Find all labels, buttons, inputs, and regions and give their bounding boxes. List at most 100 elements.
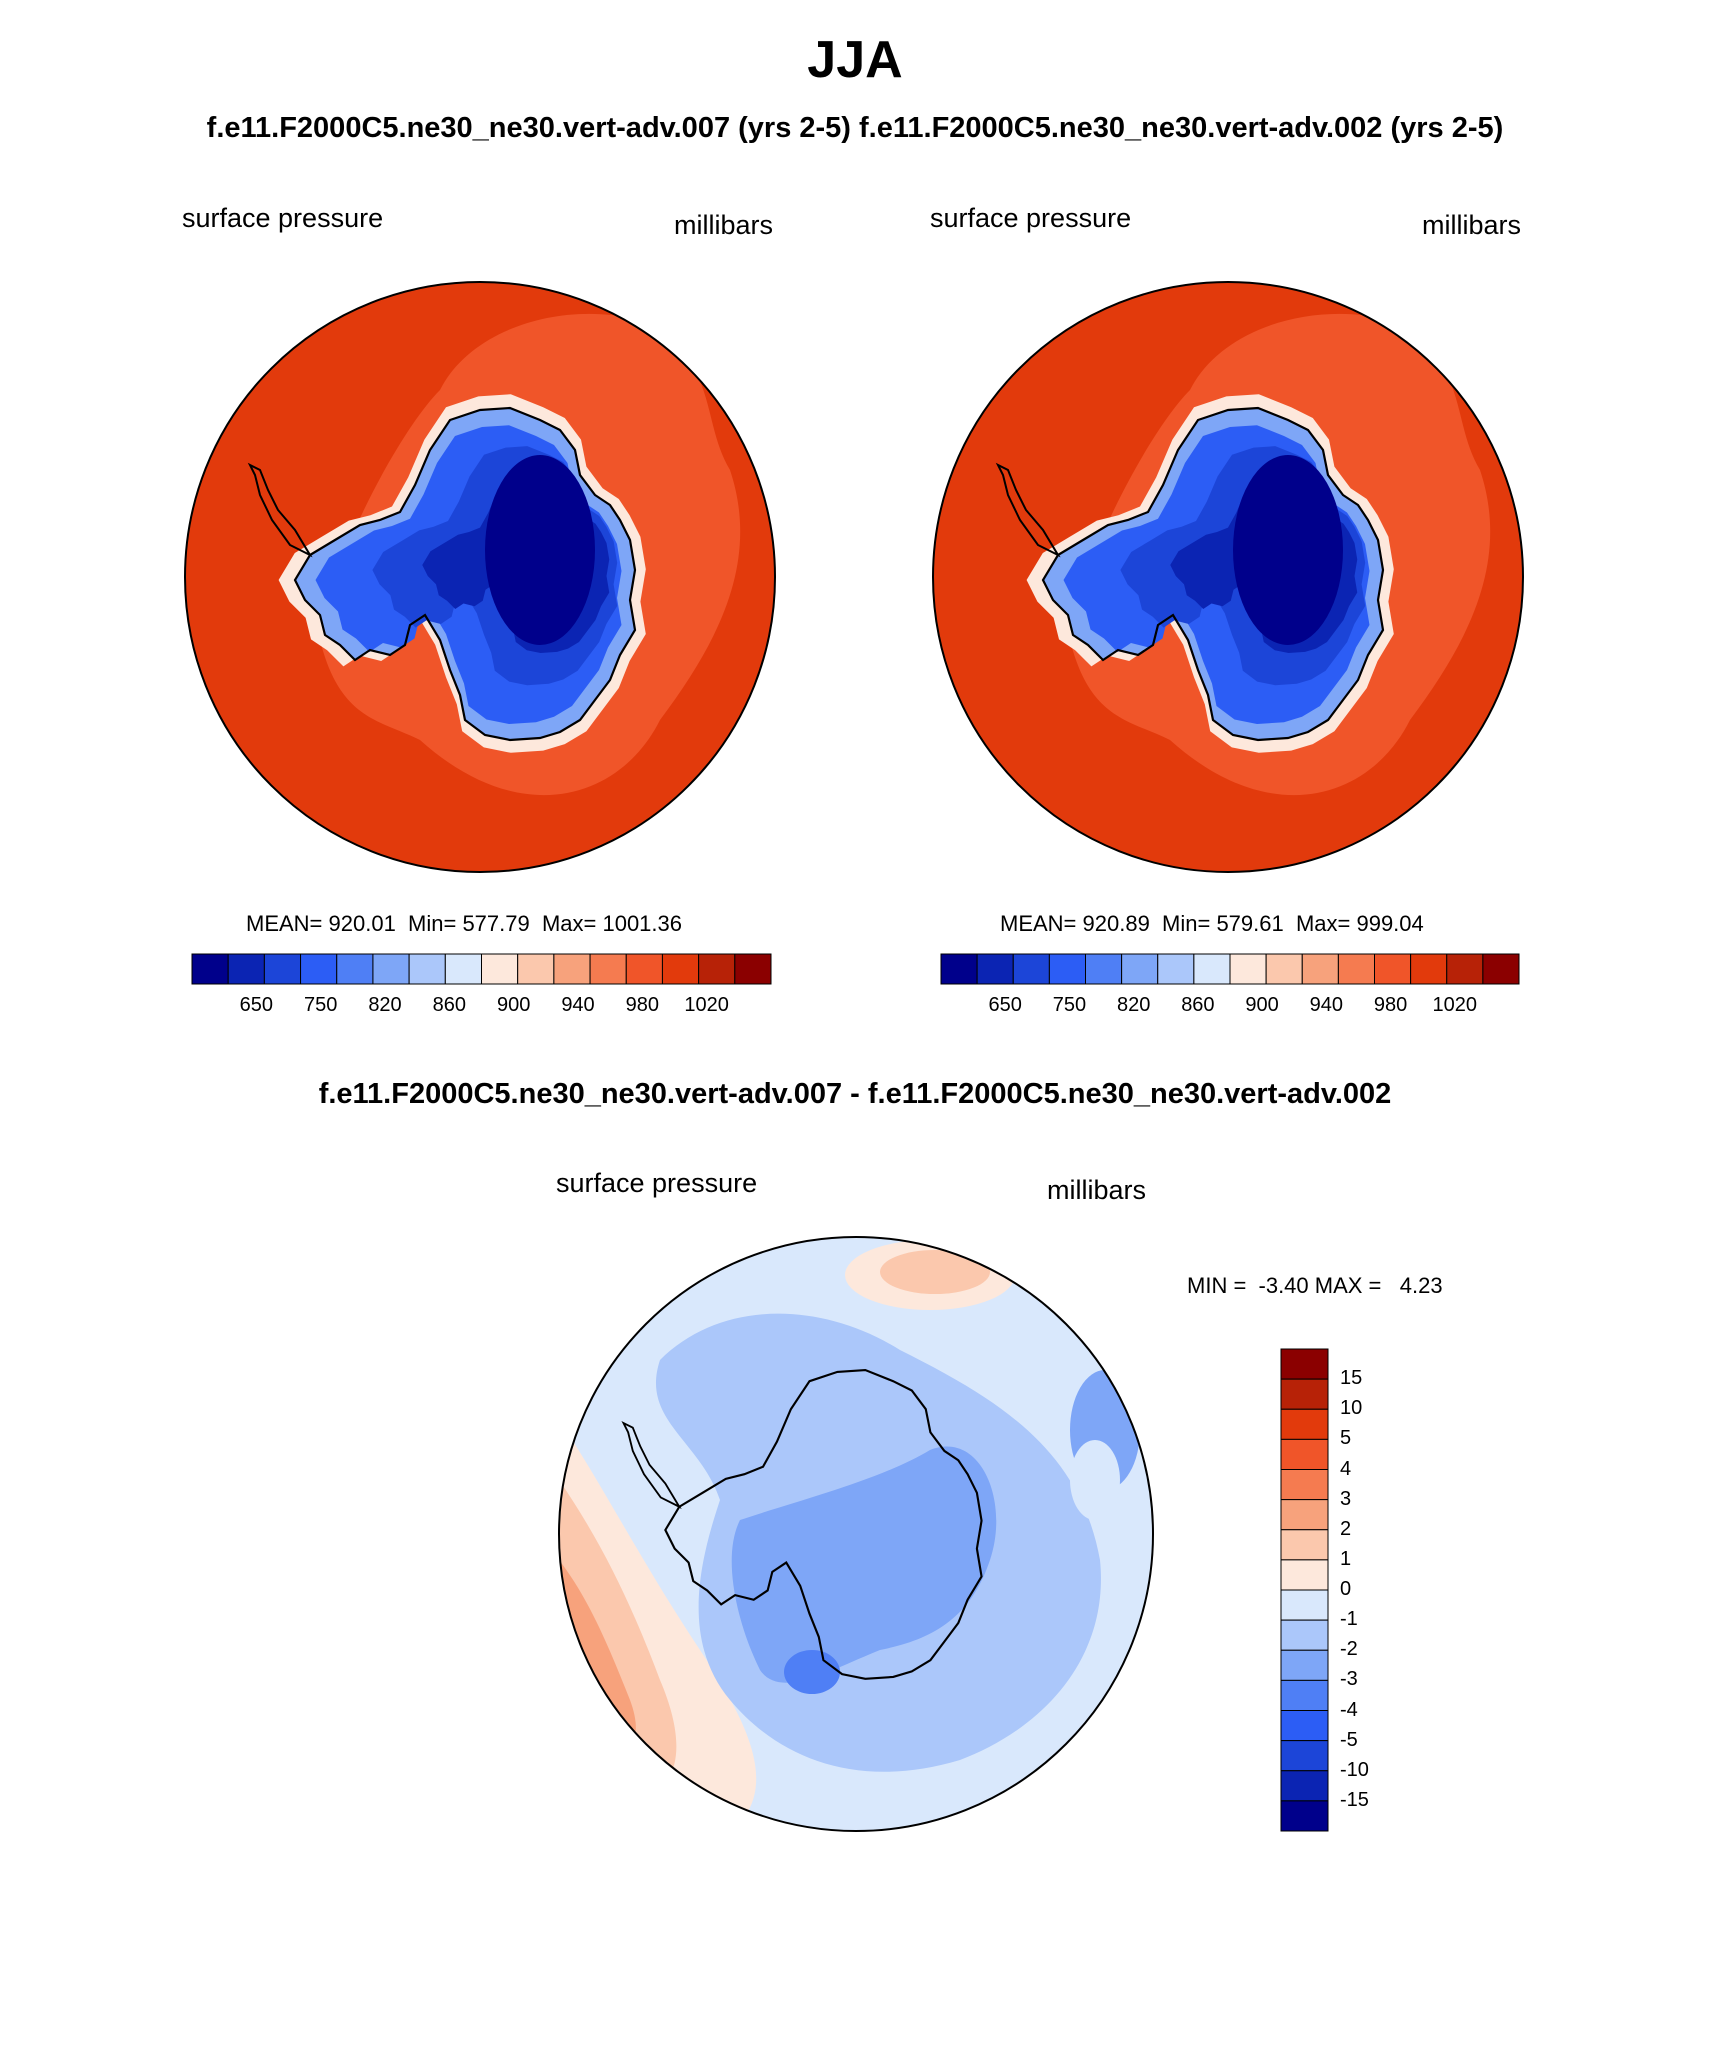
left-colorbar-tick-label: 860 <box>432 994 467 1016</box>
diff-colorbar-tick-label: 3 <box>1340 1487 1352 1510</box>
diff-colorbar-tick-label: -15 <box>1340 1788 1369 1811</box>
diff-colorbar-tick-label: -2 <box>1340 1638 1358 1661</box>
right-colorbar-box <box>1121 953 1159 985</box>
left-colorbar-tick-label: 650 <box>239 994 274 1016</box>
right-colorbar-box <box>1410 953 1448 985</box>
left-colorbar-tick-label: 980 <box>625 994 660 1016</box>
diff-colorbar-tick-label: 5 <box>1340 1427 1352 1450</box>
left-colorbar-box <box>661 953 700 985</box>
diff-colorbar-tick-label: 0 <box>1340 1578 1352 1600</box>
right-colorbar-tick-label: 860 <box>1181 994 1215 1016</box>
right-map <box>933 282 1523 872</box>
right-colorbar-box <box>1193 953 1231 985</box>
diff-colorbar-tick-label: -10 <box>1340 1758 1369 1781</box>
diff-colorbar-box <box>1280 1438 1329 1470</box>
diff-colorbar-box <box>1280 1710 1329 1742</box>
left-colorbar-box <box>734 953 772 985</box>
left-map-border <box>184 281 776 873</box>
left-colorbar-box <box>263 953 302 985</box>
left-colorbar <box>191 953 772 985</box>
right-colorbar-tick-label: 650 <box>988 994 1022 1016</box>
diff-colorbar-box <box>1280 1740 1329 1772</box>
left-colorbar-box <box>408 953 446 985</box>
left-colorbar-tick-label: 750 <box>303 994 338 1016</box>
diff-colorbar-box <box>1280 1770 1329 1802</box>
left-colorbar-box <box>589 953 627 985</box>
right-colorbar-box <box>1301 953 1339 985</box>
right-colorbar-box <box>940 953 978 985</box>
right-land-core <box>1233 455 1343 645</box>
right-colorbar <box>940 953 1520 985</box>
left-colorbar-tick-label: 1020 <box>684 994 729 1016</box>
left-map <box>185 282 775 872</box>
diff-colorbar-box <box>1280 1499 1329 1531</box>
right-colorbar-box <box>1374 953 1412 985</box>
diff-pos-north-core <box>880 1250 990 1294</box>
right-colorbar-tick-label: 1020 <box>1432 994 1478 1016</box>
left-colorbar-box <box>227 953 265 985</box>
diff-neg-core <box>784 1650 840 1694</box>
diff-neutral-east <box>1070 1440 1120 1520</box>
left-colorbar-box <box>336 953 374 985</box>
right-colorbar-box <box>1048 953 1086 985</box>
page-title: JJA <box>807 31 903 89</box>
diff-colorbar-tick-label: -1 <box>1340 1608 1358 1631</box>
right-colorbar-box <box>1085 953 1123 985</box>
case-subtitle: f.e11.F2000C5.ne30_ne30.vert-adv.007 (yr… <box>206 112 1504 144</box>
left-units-label: millibars <box>674 210 774 240</box>
right-colorbar-box <box>1482 953 1520 985</box>
diff-colorbar-box <box>1280 1348 1329 1380</box>
left-stats: MEAN= 920.01 Min= 577.79 Max= 1001.36 <box>246 911 683 936</box>
left-colorbar-box <box>625 953 663 985</box>
right-map-border <box>932 281 1524 873</box>
diff-variable-label: surface pressure <box>556 1168 758 1198</box>
diff-colorbar-box <box>1280 1589 1329 1621</box>
diff-colorbar-tick-label: 4 <box>1340 1457 1352 1480</box>
right-colorbar-box <box>1337 953 1375 985</box>
diff-colorbar-box <box>1280 1378 1329 1410</box>
right-colorbar-box <box>1157 953 1195 985</box>
diff-colorbar-tick-label: -3 <box>1340 1668 1358 1691</box>
diff-colorbar-box <box>1280 1529 1329 1561</box>
left-colorbar-box <box>444 953 482 985</box>
right-colorbar-box <box>1265 953 1303 985</box>
left-colorbar-box <box>300 953 338 985</box>
left-variable-label: surface pressure <box>182 203 384 233</box>
diff-colorbar <box>1280 1348 1329 1832</box>
left-colorbar-box <box>372 953 410 985</box>
right-colorbar-box <box>1012 953 1050 985</box>
right-colorbar-tick-label: 820 <box>1116 994 1151 1016</box>
right-colorbar-tick-label: 750 <box>1052 994 1087 1016</box>
diff-colorbar-box <box>1280 1800 1329 1832</box>
diff-colorbar-box <box>1280 1408 1329 1440</box>
diff-colorbar-tick-label: 15 <box>1340 1367 1363 1390</box>
right-colorbar-tick-label: 900 <box>1245 994 1279 1016</box>
left-colorbar-tick-label: 940 <box>561 994 595 1016</box>
left-colorbar-box <box>191 953 229 985</box>
left-colorbar-box <box>553 953 591 985</box>
diff-colorbar-tick-label: 10 <box>1340 1397 1363 1420</box>
diff-colorbar-box <box>1280 1649 1329 1681</box>
difference-title: f.e11.F2000C5.ne30_ne30.vert-adv.007 - f… <box>318 1078 1392 1110</box>
diff-colorbar-tick-label: 1 <box>1340 1547 1352 1570</box>
right-colorbar-box <box>1446 953 1484 985</box>
diff-colorbar-tick-label: -4 <box>1340 1698 1358 1721</box>
right-colorbar-tick-label: 940 <box>1309 994 1344 1016</box>
left-colorbar-tick-label: 820 <box>368 994 402 1016</box>
diff-stats: MIN = -3.40 MAX = 4.23 <box>1187 1273 1443 1298</box>
diff-colorbar-tick-label: 2 <box>1340 1517 1352 1540</box>
diff-neg-region-2 <box>731 1446 997 1683</box>
diff-map-border <box>558 1236 1154 1832</box>
right-colorbar-box <box>1229 953 1267 985</box>
right-stats: MEAN= 920.89 Min= 579.61 Max= 999.04 <box>1000 911 1424 936</box>
left-colorbar-box <box>517 953 555 985</box>
diff-colorbar-box <box>1280 1619 1329 1651</box>
diff-colorbar-tick-label: -5 <box>1340 1728 1358 1751</box>
diff-colorbar-box <box>1280 1679 1329 1711</box>
left-colorbar-tick-label: 900 <box>496 994 531 1016</box>
right-colorbar-tick-label: 980 <box>1373 994 1408 1016</box>
left-land-core <box>485 455 595 645</box>
right-colorbar-box <box>976 953 1014 985</box>
left-colorbar-box <box>698 953 736 985</box>
